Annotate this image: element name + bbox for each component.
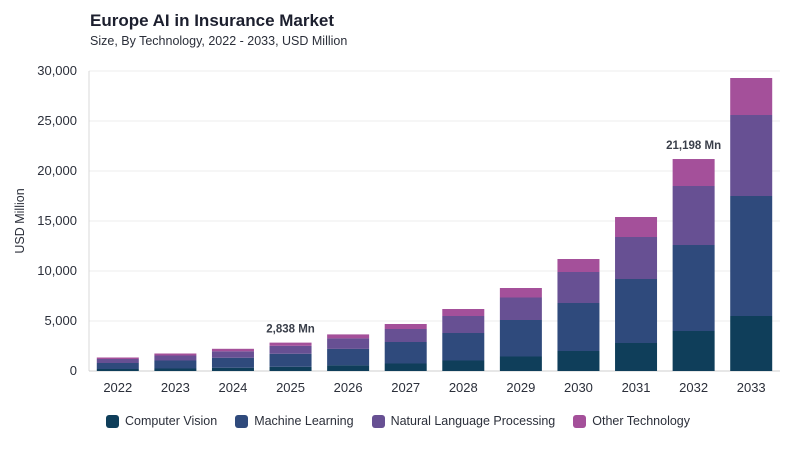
bar-segment-other-technology	[96, 357, 139, 359]
bar-segment-computer-vision	[672, 331, 715, 371]
bar-segment-natural-language-processing	[557, 272, 600, 303]
bar-segment-natural-language-processing	[442, 316, 485, 333]
legend-label: Other Technology	[592, 414, 691, 428]
legend-swatch	[573, 414, 587, 428]
bar-segment-other-technology	[499, 288, 542, 298]
bar-segment-machine-learning	[96, 363, 139, 369]
bar-segment-machine-learning	[672, 245, 715, 331]
bar-segment-natural-language-processing	[615, 237, 658, 279]
legend: Computer Vision Machine Learning Natural L…	[106, 414, 690, 428]
bar-segment-computer-vision	[211, 367, 254, 371]
bar-segment-other-technology	[154, 353, 197, 356]
bar-segment-computer-vision	[96, 369, 139, 371]
legend-label: Computer Vision	[125, 414, 218, 428]
bar-segment-machine-learning	[615, 279, 658, 343]
bar-segment-natural-language-processing	[384, 329, 427, 342]
bar-segment-other-technology	[442, 309, 485, 316]
x-tick-label: 2022	[103, 380, 132, 395]
bar-segment-machine-learning	[557, 303, 600, 351]
bar-segment-machine-learning	[499, 320, 542, 357]
legend-item: Computer Vision	[106, 414, 217, 428]
bar-segment-machine-learning	[730, 196, 773, 316]
bar-segment-other-technology	[327, 334, 370, 339]
bar-segment-computer-vision	[269, 366, 312, 371]
x-tick-label: 2029	[506, 380, 535, 395]
x-tick-label: 2030	[564, 380, 593, 395]
bar-segment-computer-vision	[154, 368, 197, 371]
legend-swatch	[235, 414, 249, 428]
legend-swatch	[106, 414, 119, 428]
bar-segment-computer-vision	[442, 360, 485, 371]
x-tick-label: 2031	[622, 380, 651, 395]
y-tick-label: 0	[70, 363, 77, 378]
legend-item: Machine Learning	[235, 414, 354, 428]
bar-segment-other-technology	[730, 78, 773, 115]
bar-segment-natural-language-processing	[327, 338, 370, 349]
legend-swatch	[371, 414, 385, 428]
x-tick-label: 2033	[737, 380, 766, 395]
bar-segment-computer-vision	[499, 356, 542, 371]
bar-segment-other-technology	[211, 348, 254, 352]
bar-segment-other-technology	[557, 259, 600, 272]
bar-segment-natural-language-processing	[672, 186, 715, 245]
bar-segment-other-technology	[615, 217, 658, 237]
bar-segment-computer-vision	[327, 365, 370, 371]
bar-segment-other-technology	[384, 324, 427, 329]
chart-title: Europe AI in Insurance Market	[90, 11, 335, 30]
y-tick-label: 5,000	[44, 313, 77, 328]
x-tick-label: 2032	[679, 380, 708, 395]
bar-segment-computer-vision	[557, 351, 600, 371]
bar-segment-machine-learning	[442, 333, 485, 361]
chart-subtitle: Size, By Technology, 2022 - 2033, USD Mi…	[90, 34, 348, 48]
legend-label: Natural Language Processing	[390, 414, 556, 428]
bar-segment-natural-language-processing	[154, 355, 197, 361]
bar-segment-machine-learning	[154, 360, 197, 369]
legend-item: Natural Language Processing	[371, 414, 556, 428]
data-label: 21,198 Mn	[666, 140, 721, 152]
bar-segment-other-technology	[269, 342, 312, 346]
x-tick-label: 2023	[161, 380, 190, 395]
y-tick-label: 25,000	[37, 113, 77, 128]
bar-segment-computer-vision	[384, 363, 427, 371]
x-tick-label: 2027	[391, 380, 420, 395]
legend-item: Other Technology	[573, 414, 690, 428]
bar-segment-natural-language-processing	[269, 345, 312, 354]
bar-segment-computer-vision	[730, 316, 773, 371]
bar-segment-computer-vision	[615, 343, 658, 371]
x-tick-label: 2028	[449, 380, 478, 395]
y-axis-label: USD Million	[13, 188, 27, 253]
y-tick-label: 20,000	[37, 163, 77, 178]
y-tick-label: 15,000	[37, 213, 77, 228]
bar-segment-natural-language-processing	[499, 297, 542, 320]
bar-segment-natural-language-processing	[96, 359, 139, 363]
bar-segment-natural-language-processing	[211, 351, 254, 358]
y-tick-label: 10,000	[37, 263, 77, 278]
x-tick-label: 2025	[276, 380, 305, 395]
bar-segment-machine-learning	[384, 342, 427, 364]
x-tick-label: 2024	[218, 380, 247, 395]
legend-label: Machine Learning	[254, 414, 354, 428]
bar-segment-machine-learning	[211, 357, 254, 368]
bar-segment-machine-learning	[269, 353, 312, 367]
bar-segment-machine-learning	[327, 348, 370, 366]
y-tick-label: 30,000	[37, 63, 77, 78]
data-label: 2,838 Mn	[266, 324, 315, 336]
bar-segment-other-technology	[672, 159, 715, 186]
x-tick-label: 2026	[334, 380, 363, 395]
bar-segment-natural-language-processing	[730, 115, 773, 196]
